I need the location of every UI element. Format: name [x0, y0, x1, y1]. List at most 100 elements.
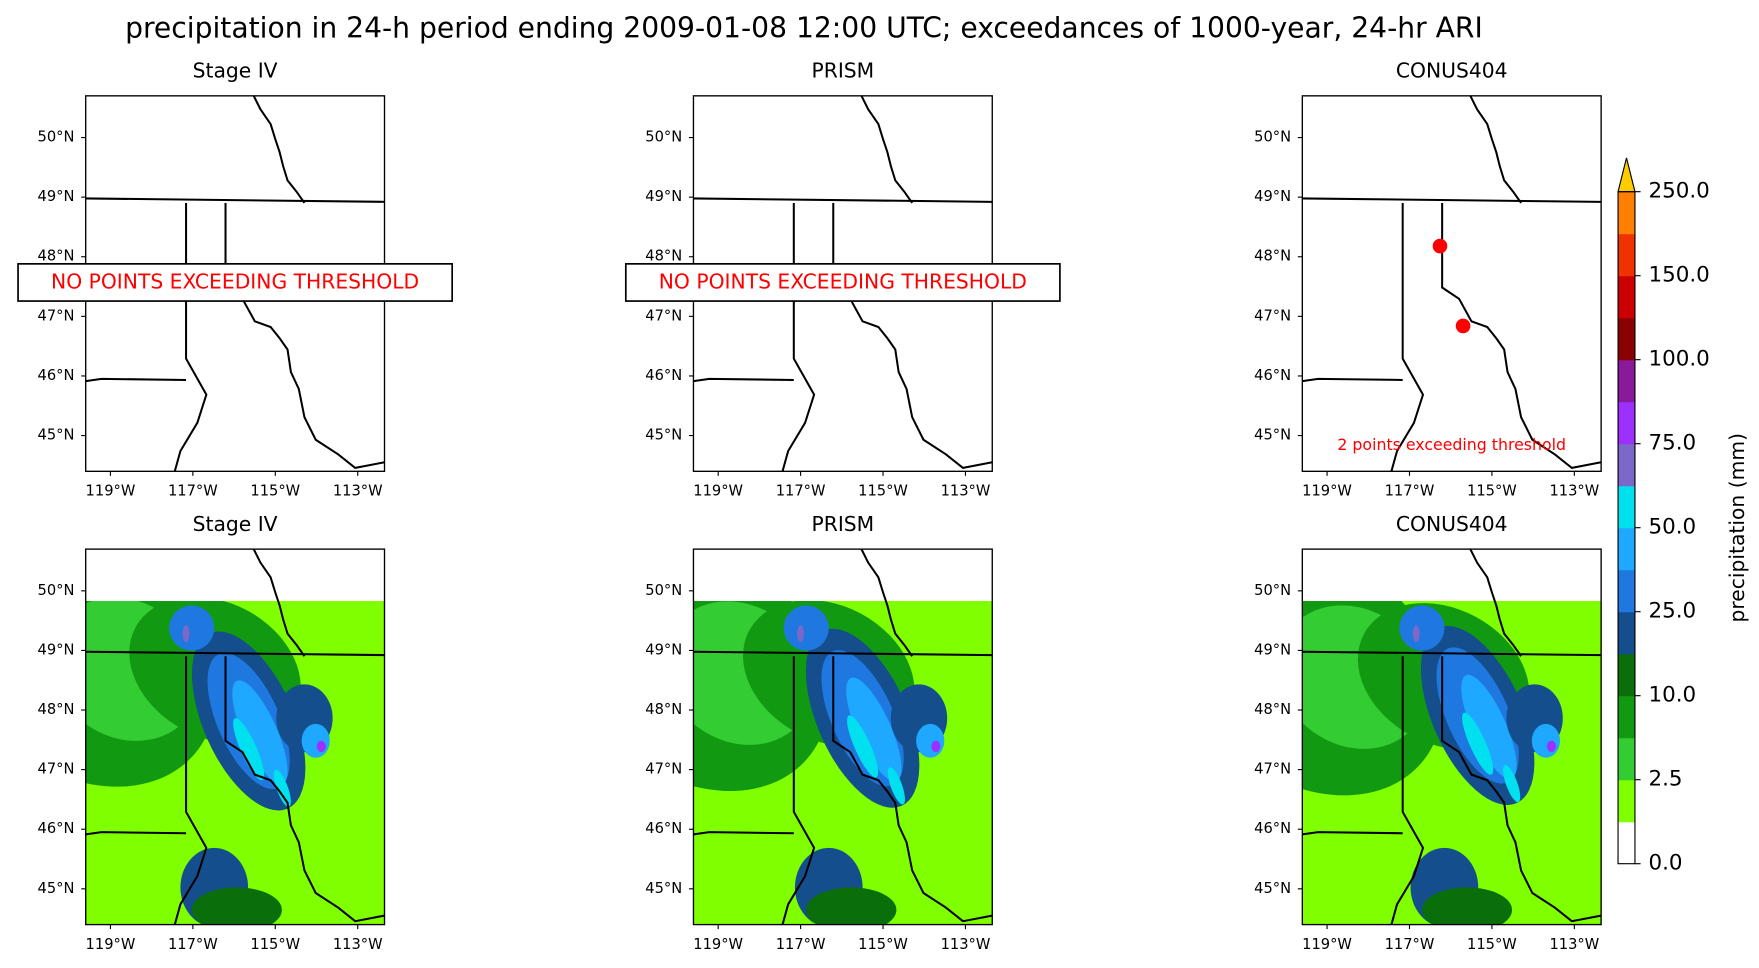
precip-area	[316, 740, 326, 753]
lon-tick-label: 119°W	[86, 936, 136, 953]
map	[693, 549, 993, 925]
panel-frame	[85, 548, 386, 926]
lat-tick-label: 45°N	[645, 880, 682, 897]
lat-tick-label: 47°N	[645, 761, 682, 778]
precip-area	[273, 769, 291, 807]
lat-tick-label: 45°N	[1254, 880, 1291, 897]
boundary	[781, 202, 816, 472]
lon-tick-label: 117°W	[168, 483, 218, 500]
colorbar-band	[1618, 611, 1635, 655]
boundary	[85, 197, 385, 203]
colorbar-tick-label: 250.0	[1648, 179, 1709, 204]
boundary	[1302, 650, 1602, 657]
lat-tick-label: 47°N	[1254, 761, 1291, 778]
panel-title: PRISM	[812, 59, 875, 83]
precip-area	[1412, 625, 1420, 643]
lat-tick-label: 46°N	[645, 367, 682, 384]
colorbar-extend	[1617, 157, 1636, 193]
precip-area	[1547, 740, 1557, 753]
precip-area	[783, 605, 829, 651]
precip-area	[797, 625, 804, 643]
lat-tick-label: 47°N	[38, 307, 75, 324]
panel-frame	[1301, 548, 1602, 926]
lat-tick-label: 45°N	[1254, 427, 1291, 444]
lon-tick-label: 115°W	[858, 936, 908, 953]
colorbar-label: precipitation (mm)	[1725, 433, 1749, 623]
colorbar-tick-label: 50.0	[1648, 515, 1696, 540]
lat-tick-label: 45°N	[38, 880, 75, 897]
map	[85, 95, 385, 472]
boundary	[85, 831, 187, 836]
colorbar-tick-label: 10.0	[1648, 683, 1696, 708]
panel-title: CONUS404	[1396, 512, 1508, 536]
lon-tick-label: 113°W	[941, 483, 991, 500]
lat-tick-label: 45°N	[38, 427, 75, 444]
colorbar-tick-label: 25.0	[1648, 599, 1696, 624]
lat-tick-label: 45°N	[645, 427, 682, 444]
lat-tick-label: 50°N	[645, 129, 682, 146]
precip-area	[191, 887, 282, 925]
lon-tick-label: 117°W	[168, 936, 218, 953]
panel-title: PRISM	[812, 512, 875, 536]
colorbar-band	[1618, 233, 1635, 277]
lat-tick-label: 46°N	[38, 367, 75, 384]
map	[1302, 549, 1602, 925]
colorbar-tick-label: 2.5	[1648, 767, 1682, 792]
boundary	[693, 650, 993, 657]
colorbar-band	[1618, 779, 1635, 823]
lon-tick-label: 113°W	[941, 936, 991, 953]
lon-tick-label: 117°W	[1385, 936, 1435, 953]
colorbar-band	[1618, 653, 1635, 697]
precip-area	[301, 723, 330, 758]
lon-tick-label: 115°W	[250, 483, 300, 500]
boundary	[85, 650, 385, 657]
lon-tick-label: 115°W	[858, 483, 908, 500]
precip-area	[1421, 887, 1513, 925]
precip-area	[916, 723, 945, 758]
lat-tick-label: 50°N	[1254, 129, 1291, 146]
colorbar-tick-label: 150.0	[1648, 263, 1709, 288]
map	[1302, 95, 1602, 472]
figure-title: precipitation in 24-h period ending 2009…	[125, 11, 1483, 44]
lat-tick-label: 46°N	[645, 820, 682, 837]
lat-tick-label: 49°N	[38, 641, 75, 658]
panel-title: Stage IV	[193, 512, 278, 536]
colorbar-band	[1618, 527, 1635, 571]
colorbar-band	[1618, 485, 1635, 529]
lon-tick-label: 113°W	[333, 936, 383, 953]
annotation-box	[17, 263, 454, 302]
lat-tick-label: 50°N	[645, 582, 682, 599]
boundary	[1469, 95, 1522, 204]
lat-tick-label: 46°N	[1254, 820, 1291, 837]
boundary	[173, 202, 208, 472]
colorbar-band	[1618, 695, 1635, 739]
lat-tick-label: 48°N	[38, 701, 75, 718]
lat-tick-label: 47°N	[38, 761, 75, 778]
boundary	[224, 656, 385, 923]
precip-area	[1462, 712, 1494, 775]
boundary	[832, 202, 993, 470]
lat-tick-label: 46°N	[38, 820, 75, 837]
no-data	[693, 549, 993, 601]
lat-tick-label: 49°N	[645, 641, 682, 658]
annotation: NO POINTS EXCEEDING THRESHOLD	[659, 270, 1027, 294]
lon-tick-label: 113°W	[1549, 936, 1599, 953]
boundary	[1302, 831, 1403, 836]
precip-area	[182, 625, 190, 643]
colorbar-band	[1618, 317, 1635, 361]
lat-tick-label: 48°N	[645, 701, 682, 718]
colorbar-band	[1618, 821, 1635, 865]
boundary	[85, 377, 187, 383]
lon-tick-label: 119°W	[1302, 483, 1352, 500]
boundary	[832, 656, 993, 923]
precip-area	[169, 605, 215, 651]
precip-area	[1531, 723, 1560, 758]
lat-tick-label: 49°N	[645, 188, 682, 205]
boundary	[1441, 656, 1602, 923]
lon-tick-label: 115°W	[1467, 936, 1517, 953]
precip-area	[846, 677, 902, 782]
lat-tick-label: 49°N	[1254, 188, 1291, 205]
lon-tick-label: 119°W	[86, 483, 136, 500]
boundary	[1302, 377, 1403, 383]
